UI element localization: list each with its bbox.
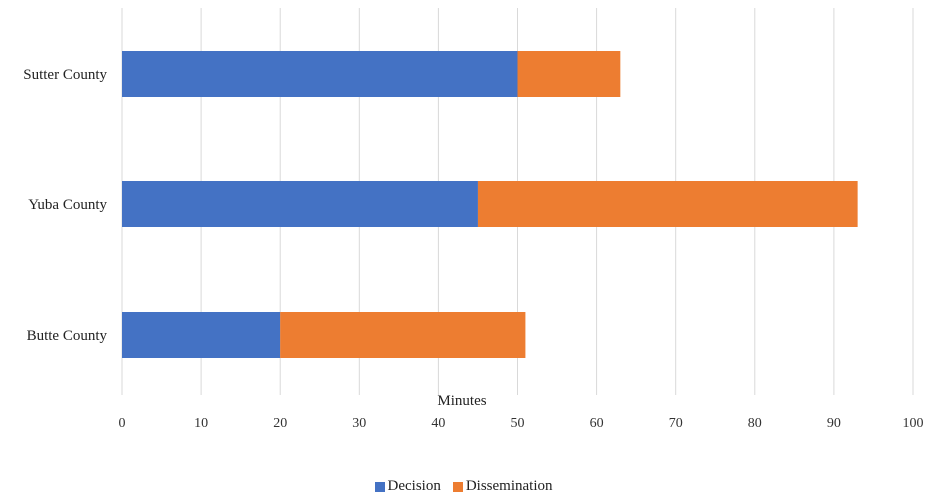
- legend-swatch: [452, 481, 463, 492]
- legend-label: Decision: [387, 478, 441, 494]
- category-label: Butte County: [27, 328, 108, 344]
- x-tick-label: 60: [590, 416, 604, 431]
- x-tick-label: 50: [511, 416, 525, 431]
- category-label: Yuba County: [28, 197, 107, 213]
- legend-label: Dissemination: [465, 478, 553, 494]
- bar-decision-yuba-county: [122, 181, 478, 227]
- x-tick-labels: 0 10 20 30 40 50 60 70 80 90 100: [119, 416, 924, 431]
- legend-item-decision: Decision: [374, 478, 441, 495]
- x-tick-label: 70: [669, 416, 683, 431]
- bar-dissemination-yuba-county: [477, 181, 858, 227]
- x-tick-label: 10: [194, 416, 208, 431]
- x-tick-label: 40: [431, 416, 445, 431]
- x-tick-label: 90: [827, 416, 841, 431]
- x-tick-label: 30: [352, 416, 366, 431]
- legend: Decision Dissemination: [0, 478, 927, 495]
- x-tick-label: 100: [903, 416, 924, 431]
- category-labels: Sutter County Yuba County Butte County: [23, 67, 107, 344]
- x-tick-label: 80: [748, 416, 762, 431]
- bar-dissemination-butte-county: [280, 312, 526, 358]
- bars: [122, 51, 858, 358]
- bar-decision-butte-county: [122, 312, 281, 358]
- x-tick-label: 20: [273, 416, 287, 431]
- bar-dissemination-sutter-county: [517, 51, 621, 97]
- category-label: Sutter County: [23, 67, 107, 83]
- x-tick-label: 0: [119, 416, 126, 431]
- bar-decision-sutter-county: [122, 51, 518, 97]
- legend-swatch: [374, 481, 385, 492]
- x-axis-title: Minutes: [437, 393, 486, 409]
- legend-item-dissemination: Dissemination: [452, 478, 553, 495]
